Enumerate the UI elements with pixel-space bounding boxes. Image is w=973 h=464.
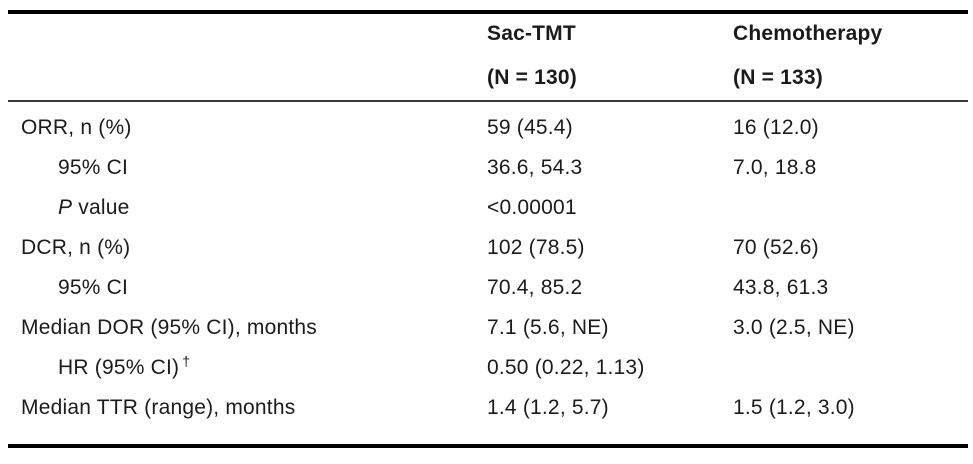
row-label: DCR, n (%) — [8, 228, 487, 268]
row-label: P value — [8, 188, 487, 228]
row-label-italic: P — [58, 196, 73, 219]
value-cell-sac-tmt: 7.1 (5.6, NE) — [487, 316, 609, 339]
table-row-dcr: DCR, n (%) 102 (78.5) 70 (52.6) — [8, 228, 968, 268]
table-body: ORR, n (%) 59 (45.4) 16 (12.0) 95% CI 36… — [8, 101, 968, 446]
column-title-chemotherapy: Chemotherapy — [733, 22, 883, 45]
header-sac-tmt: Sac-TMT (N = 130) — [487, 12, 733, 102]
table-row-p-value: P value <0.00001 — [8, 188, 968, 228]
row-label-text: ORR, n (%) — [21, 116, 132, 139]
table-row-median-dor: Median DOR (95% CI), months 7.1 (5.6, NE… — [8, 308, 968, 348]
value-cell-sac-tmt: 1.4 (1.2, 5.7) — [487, 396, 609, 419]
value-cell-sac-tmt: <0.00001 — [487, 196, 577, 219]
row-label-text: Median DOR (95% CI), months — [21, 316, 317, 339]
table-header: Sac-TMT (N = 130) Chemotherapy (N = 133) — [8, 12, 968, 102]
table-row-orr: ORR, n (%) 59 (45.4) 16 (12.0) — [8, 101, 968, 148]
table-row-dcr-ci: 95% CI 70.4, 85.2 43.8, 61.3 — [8, 268, 968, 308]
value-cell-sac-tmt: 59 (45.4) — [487, 116, 573, 139]
row-label-text: 95% CI — [58, 276, 129, 299]
value-cell-chemotherapy: 16 (12.0) — [733, 116, 819, 139]
row-label-text: DCR, n (%) — [21, 236, 131, 259]
row-label: HR (95% CI) † — [8, 348, 487, 388]
efficacy-results-table: Sac-TMT (N = 130) Chemotherapy (N = 133)… — [8, 10, 968, 448]
value-cell-sac-tmt: 70.4, 85.2 — [487, 276, 583, 299]
header-chemotherapy: Chemotherapy (N = 133) — [733, 12, 968, 102]
row-label-text: HR (95% CI) — [58, 356, 180, 379]
value-cell-chemotherapy: 70 (52.6) — [733, 236, 819, 259]
row-label-text: value — [72, 196, 130, 219]
header-empty-cell — [8, 12, 487, 102]
value-cell-chemotherapy — [733, 188, 968, 228]
row-label: ORR, n (%) — [8, 101, 487, 148]
dagger-footnote-marker: † — [182, 353, 191, 369]
table-row-hr: HR (95% CI) † 0.50 (0.22, 1.13) — [8, 348, 968, 388]
value-cell-sac-tmt: 102 (78.5) — [487, 236, 585, 259]
value-cell-sac-tmt: 0.50 (0.22, 1.13) — [487, 356, 645, 379]
row-label: Median TTR (range), months — [8, 388, 487, 446]
row-label-text: Median TTR (range), months — [21, 396, 296, 419]
column-title-sac-tmt: Sac-TMT — [487, 22, 576, 45]
column-subtitle-sac-tmt: (N = 130) — [487, 66, 577, 89]
row-label: 95% CI — [8, 268, 487, 308]
table-row-orr-ci: 95% CI 36.6, 54.3 7.0, 18.8 — [8, 148, 968, 188]
row-label: 95% CI — [8, 148, 487, 188]
value-cell-chemotherapy: 3.0 (2.5, NE) — [733, 316, 855, 339]
value-cell-chemotherapy — [733, 348, 968, 388]
row-label-text: 95% CI — [58, 156, 129, 179]
value-cell-sac-tmt: 36.6, 54.3 — [487, 156, 583, 179]
value-cell-chemotherapy: 7.0, 18.8 — [733, 156, 817, 179]
table-row-median-ttr: Median TTR (range), months 1.4 (1.2, 5.7… — [8, 388, 968, 446]
value-cell-chemotherapy: 43.8, 61.3 — [733, 276, 829, 299]
column-subtitle-chemotherapy: (N = 133) — [733, 66, 823, 89]
value-cell-chemotherapy: 1.5 (1.2, 3.0) — [733, 396, 855, 419]
header-row: Sac-TMT (N = 130) Chemotherapy (N = 133) — [8, 12, 968, 102]
row-label: Median DOR (95% CI), months — [8, 308, 487, 348]
